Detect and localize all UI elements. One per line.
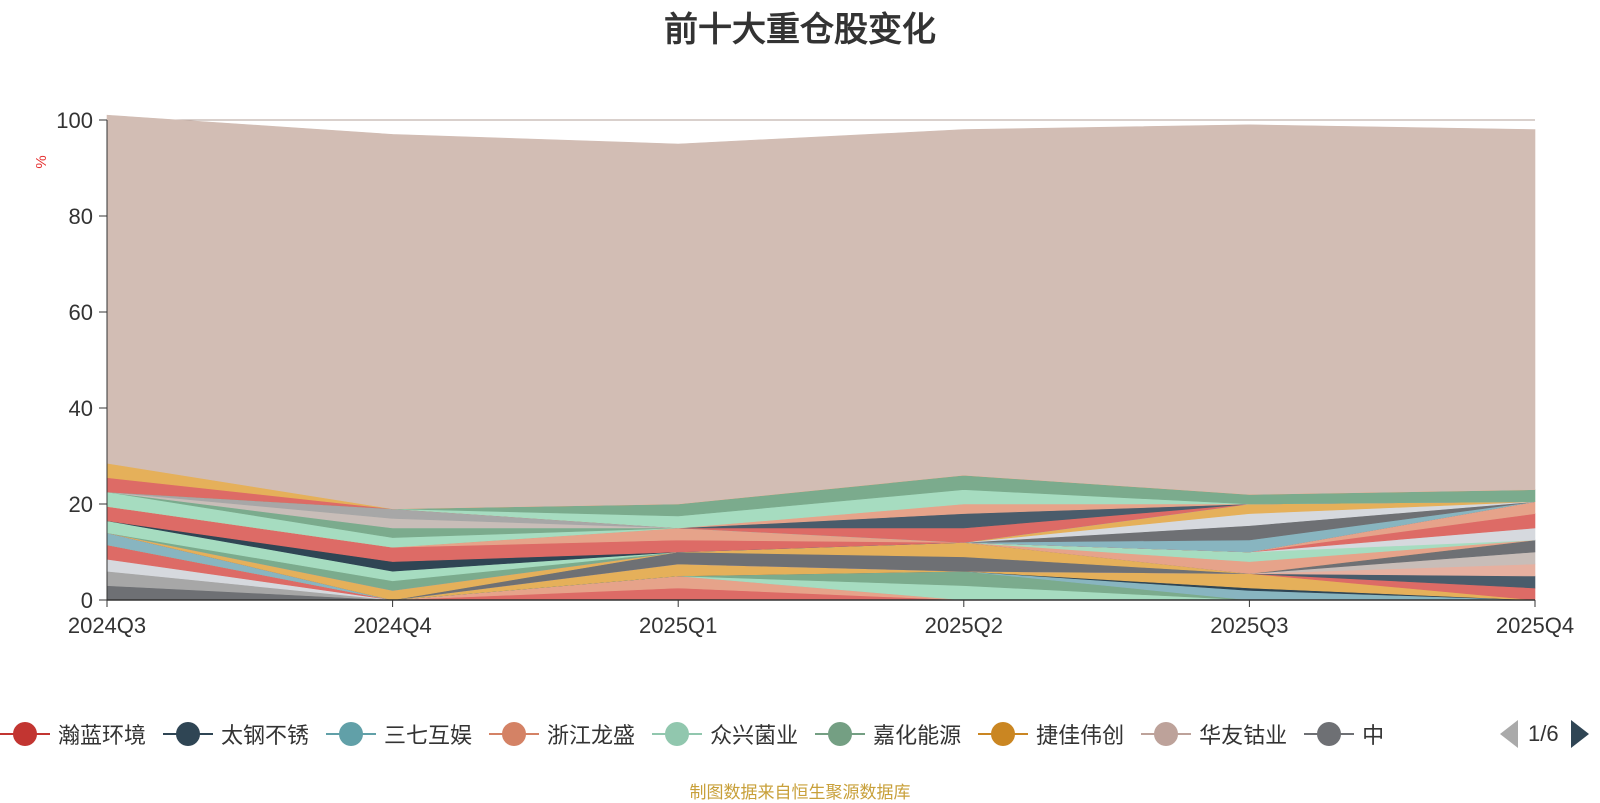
legend-item[interactable]: 瀚蓝环境 xyxy=(0,718,146,750)
legend-label: 嘉化能源 xyxy=(873,723,962,748)
legend-item[interactable]: 三七互娱 xyxy=(326,718,472,750)
y-tick-label: 100 xyxy=(56,108,93,133)
x-tick-label: 2024Q3 xyxy=(68,613,146,638)
y-tick-label: 60 xyxy=(69,300,93,325)
legend-item[interactable]: 太钢不锈 xyxy=(163,718,309,750)
x-tick-label: 2025Q2 xyxy=(925,613,1003,638)
stacked-areas xyxy=(106,114,1536,601)
y-tick-label: 80 xyxy=(69,204,93,229)
legend-marker-icon xyxy=(326,721,377,747)
legend-marker-icon xyxy=(1141,721,1192,747)
source-note: 制图数据来自恒生聚源数据库 xyxy=(689,783,911,802)
legend-marker-icon xyxy=(489,721,540,747)
y-tick-label: 40 xyxy=(69,396,93,421)
legend-marker-icon xyxy=(652,721,703,747)
x-tick-label: 2024Q4 xyxy=(353,613,431,638)
legend-label: 浙江龙盛 xyxy=(547,723,636,748)
legend-item[interactable]: 中 xyxy=(1304,718,1384,750)
x-tick-label: 2025Q4 xyxy=(1496,613,1574,638)
chart-title: 前十大重仓股变化 xyxy=(664,11,936,49)
legend-label: 众兴菌业 xyxy=(710,723,799,748)
legend-label: 三七互娱 xyxy=(384,723,473,748)
area-series-44 xyxy=(106,114,1536,510)
legend-label: 瀚蓝环境 xyxy=(58,723,147,748)
legend-label: 捷佳伟创 xyxy=(1036,723,1125,748)
x-tick-label: 2025Q3 xyxy=(1210,613,1288,638)
axes: 0 20 40 60 80 100 2024Q3 2024Q4 2025Q1 2025Q2 2025… xyxy=(56,108,1574,638)
legend-marker-icon xyxy=(1304,721,1355,747)
previous-page-icon[interactable] xyxy=(1500,720,1518,748)
x-tick-label: 2025Q1 xyxy=(639,613,717,638)
legend-item[interactable]: 华友钴业 xyxy=(1141,718,1287,750)
legend-item[interactable]: 浙江龙盛 xyxy=(489,718,635,750)
y-tick-label: 0 xyxy=(81,588,93,613)
legend-marker-icon xyxy=(163,721,214,747)
legend-label: 太钢不锈 xyxy=(221,723,310,748)
legend-label: 中 xyxy=(1362,723,1385,748)
legend-label: 华友钴业 xyxy=(1199,723,1288,748)
legend-page-indicator: 1/6 xyxy=(1528,721,1559,746)
legend-items: 瀚蓝环境 太钢不锈 三七互娱 浙江龙盛 众兴菌业 嘉化能源 捷佳伟创 华友钴业 中 xyxy=(0,716,1474,752)
legend-item[interactable]: 捷佳伟创 xyxy=(978,718,1124,750)
legend-pager: 1/6 xyxy=(1500,716,1600,752)
legend-item[interactable]: 众兴菌业 xyxy=(652,718,798,750)
legend-marker-icon xyxy=(978,721,1029,747)
y-tick-label: 20 xyxy=(69,492,93,517)
legend-item[interactable]: 嘉化能源 xyxy=(815,718,961,750)
y-axis-label: % xyxy=(33,155,50,168)
legend-marker-icon xyxy=(815,721,866,747)
legend: 瀚蓝环境 太钢不锈 三七互娱 浙江龙盛 众兴菌业 嘉化能源 捷佳伟创 华友钴业 中 1/6 xyxy=(0,716,1600,752)
legend-marker-icon xyxy=(0,721,50,747)
next-page-icon[interactable] xyxy=(1570,720,1589,748)
